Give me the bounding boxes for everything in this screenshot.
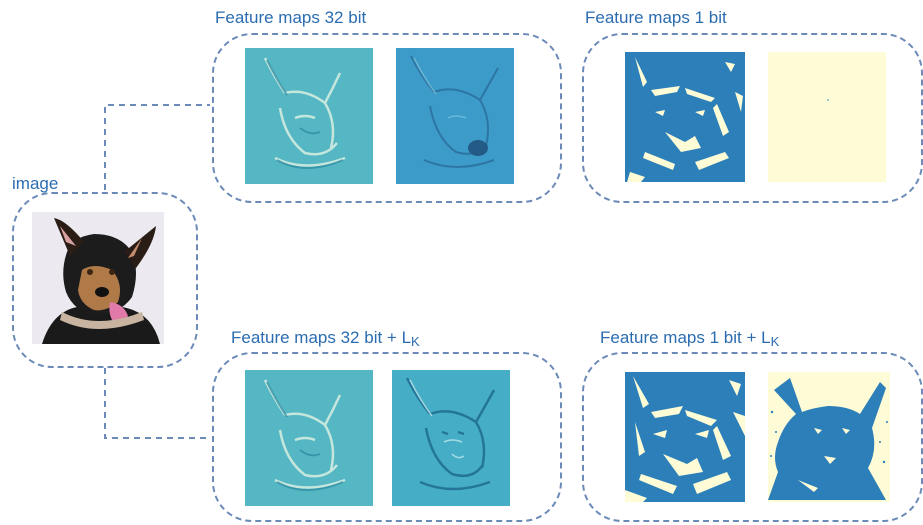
feature-maps-1bit-lk-text: Feature maps 1 bit + L bbox=[600, 328, 771, 347]
image-label: image bbox=[12, 174, 58, 194]
feature-map-1bit-lk-2 bbox=[768, 372, 890, 502]
feature-map-32bit-lk-2 bbox=[392, 370, 510, 506]
feature-maps-32bit-lk-label: Feature maps 32 bit + LK bbox=[231, 328, 420, 349]
feature-maps-1bit-lk-label: Feature maps 1 bit + LK bbox=[600, 328, 779, 349]
dog-photo bbox=[32, 212, 164, 344]
feature-map-32bit-1 bbox=[245, 48, 373, 184]
feature-map-1bit-2 bbox=[768, 52, 886, 182]
feature-map-1bit-lk-1 bbox=[625, 372, 745, 502]
feature-maps-32bit-label: Feature maps 32 bit bbox=[215, 8, 366, 28]
lk-subscript: K bbox=[411, 334, 420, 349]
feature-map-32bit-lk-1 bbox=[245, 370, 373, 506]
feature-map-32bit-2 bbox=[396, 48, 514, 184]
feature-map-1bit-1 bbox=[625, 52, 745, 182]
feature-maps-32bit-lk-text: Feature maps 32 bit + L bbox=[231, 328, 411, 347]
feature-maps-1bit-label: Feature maps 1 bit bbox=[585, 8, 727, 28]
lk-subscript: K bbox=[771, 334, 780, 349]
